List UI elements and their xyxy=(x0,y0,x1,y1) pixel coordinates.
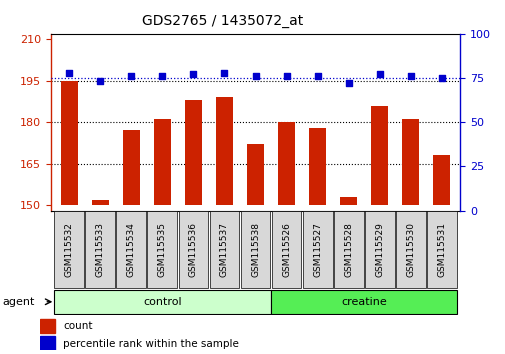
Point xyxy=(158,73,166,79)
Bar xyxy=(401,119,419,205)
Bar xyxy=(309,128,326,205)
Point xyxy=(127,73,135,79)
Bar xyxy=(216,97,233,205)
FancyBboxPatch shape xyxy=(426,211,456,288)
FancyBboxPatch shape xyxy=(116,211,146,288)
Point xyxy=(189,72,197,77)
Text: GSM115529: GSM115529 xyxy=(375,222,383,277)
FancyBboxPatch shape xyxy=(178,211,208,288)
Point xyxy=(251,73,259,79)
Text: percentile rank within the sample: percentile rank within the sample xyxy=(63,339,238,349)
Text: GSM115538: GSM115538 xyxy=(250,222,260,277)
Point xyxy=(344,80,352,86)
Bar xyxy=(339,197,357,205)
Text: GSM115536: GSM115536 xyxy=(188,222,197,277)
Text: GSM115533: GSM115533 xyxy=(95,222,105,277)
Bar xyxy=(154,119,171,205)
FancyBboxPatch shape xyxy=(364,211,394,288)
Text: GSM115528: GSM115528 xyxy=(343,222,352,277)
Text: GSM115534: GSM115534 xyxy=(127,222,135,277)
Bar xyxy=(40,336,55,350)
Bar xyxy=(371,105,387,205)
Text: creatine: creatine xyxy=(341,297,386,307)
Point xyxy=(65,70,73,75)
FancyBboxPatch shape xyxy=(209,211,239,288)
Text: GSM115530: GSM115530 xyxy=(406,222,415,277)
FancyBboxPatch shape xyxy=(333,211,363,288)
Bar xyxy=(91,200,109,205)
FancyBboxPatch shape xyxy=(302,211,332,288)
FancyBboxPatch shape xyxy=(54,290,271,314)
FancyBboxPatch shape xyxy=(147,211,177,288)
Text: control: control xyxy=(143,297,181,307)
Text: count: count xyxy=(63,321,92,331)
Bar xyxy=(40,319,55,333)
Bar xyxy=(123,130,139,205)
Text: GSM115527: GSM115527 xyxy=(313,222,322,277)
Text: GSM115531: GSM115531 xyxy=(436,222,445,277)
Point xyxy=(437,75,445,81)
Point xyxy=(220,70,228,75)
FancyBboxPatch shape xyxy=(395,211,425,288)
FancyBboxPatch shape xyxy=(271,290,457,314)
FancyBboxPatch shape xyxy=(240,211,270,288)
Text: GSM115535: GSM115535 xyxy=(158,222,167,277)
Text: GSM115537: GSM115537 xyxy=(220,222,229,277)
FancyBboxPatch shape xyxy=(271,211,301,288)
FancyBboxPatch shape xyxy=(85,211,115,288)
Point xyxy=(406,73,414,79)
Text: GSM115532: GSM115532 xyxy=(65,222,74,277)
Bar xyxy=(432,155,449,205)
Bar xyxy=(61,81,78,205)
Text: GSM115526: GSM115526 xyxy=(281,222,290,277)
Point xyxy=(375,72,383,77)
Text: agent: agent xyxy=(3,297,35,307)
Bar xyxy=(246,144,264,205)
Point xyxy=(313,73,321,79)
Point xyxy=(282,73,290,79)
Text: GDS2765 / 1435072_at: GDS2765 / 1435072_at xyxy=(142,14,303,28)
Bar xyxy=(277,122,294,205)
Bar xyxy=(184,100,201,205)
FancyBboxPatch shape xyxy=(54,211,84,288)
Point xyxy=(96,79,104,84)
